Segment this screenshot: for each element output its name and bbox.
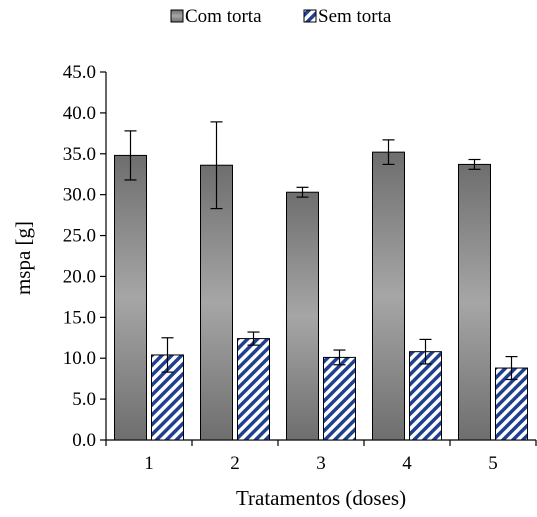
axes: 0.0 5.0 10.0 15.0 20.0 25.0 30.0 35.0 40.0 45.0 1 2…	[63, 62, 537, 474]
bar-com-torta	[286, 191, 319, 441]
legend-label: Sem torta	[318, 6, 392, 27]
bar-com-torta	[114, 154, 147, 441]
bar-com-torta	[372, 151, 405, 441]
y-tick-label: 10.0	[63, 348, 96, 369]
bar-sem-torta	[323, 356, 356, 441]
x-tick-label: 1	[144, 453, 154, 474]
y-tick-label: 45.0	[63, 62, 96, 83]
y-axis-title: mspa [g]	[11, 221, 35, 295]
x-tick-label: 3	[316, 453, 326, 474]
y-tick-label: 35.0	[63, 144, 96, 165]
y-tick-label: 25.0	[63, 226, 96, 247]
y-tick-label: 5.0	[72, 389, 96, 410]
bar-com-torta	[458, 163, 491, 441]
error-bars	[124, 121, 518, 381]
y-tick-label: 20.0	[63, 266, 96, 287]
y-tick-label: 30.0	[63, 185, 96, 206]
legend-swatch-sem-torta	[303, 9, 317, 23]
y-tick-label: 40.0	[63, 103, 96, 124]
y-tick-label: 0.0	[72, 430, 96, 451]
bar-sem-torta	[409, 351, 442, 441]
x-axis-title: Tratamentos (doses)	[236, 486, 406, 510]
bars	[114, 151, 528, 441]
bar-com-torta	[200, 164, 233, 441]
bar-sem-torta	[237, 338, 270, 441]
x-tick-label: 2	[230, 453, 240, 474]
x-tick-label: 4	[402, 453, 412, 474]
legend-label: Com torta	[185, 6, 262, 27]
legend-swatch-com-torta	[170, 9, 184, 23]
x-tick-label: 5	[488, 453, 498, 474]
y-tick-label: 15.0	[63, 307, 96, 328]
legend: Com torta Sem torta	[170, 6, 392, 27]
